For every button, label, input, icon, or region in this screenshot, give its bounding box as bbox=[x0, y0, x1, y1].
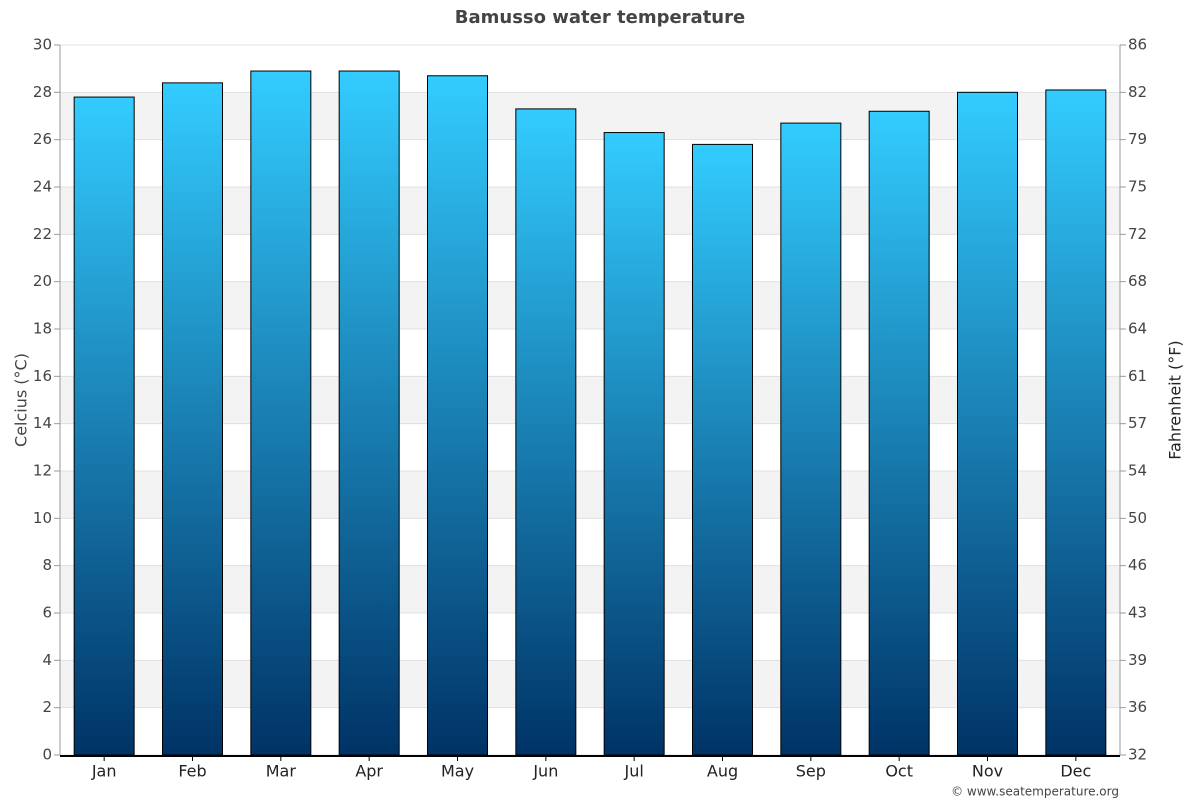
bar bbox=[692, 143, 753, 756]
x-tick-label: Feb bbox=[178, 762, 206, 781]
y2-tick-label: 54 bbox=[1128, 462, 1147, 480]
y2-tick-label: 75 bbox=[1128, 178, 1147, 196]
y2-tick-label: 39 bbox=[1128, 651, 1147, 669]
y-tick-label: 16 bbox=[33, 367, 52, 385]
y2-tick-label: 57 bbox=[1128, 414, 1147, 432]
y2-axis-label: Fahrenheit (°F) bbox=[1166, 340, 1185, 459]
y-axis-label: Celcius (°C) bbox=[12, 353, 31, 447]
grid-band bbox=[60, 187, 1120, 235]
x-tick-label: Apr bbox=[355, 762, 383, 781]
credit: © www.seatemperature.org bbox=[951, 785, 1119, 799]
y2-tick-label: 82 bbox=[1128, 83, 1147, 101]
x-tick-label: Dec bbox=[1060, 762, 1091, 781]
x-tick-label: Mar bbox=[266, 762, 297, 781]
y-tick-label: 24 bbox=[33, 178, 52, 196]
y-tick-label: 12 bbox=[33, 462, 52, 480]
y-tick-label: 6 bbox=[42, 604, 52, 622]
x-tick-label: Oct bbox=[885, 762, 913, 781]
bar bbox=[957, 91, 1018, 756]
y-tick-label: 26 bbox=[33, 130, 52, 148]
y-tick-label: 22 bbox=[33, 225, 52, 243]
y2-tick-label: 61 bbox=[1128, 367, 1147, 385]
bar bbox=[73, 96, 135, 756]
grid-band bbox=[60, 471, 1120, 519]
x-tick-label: Sep bbox=[796, 762, 826, 781]
grid-band bbox=[60, 92, 1120, 140]
y-tick-label: 30 bbox=[33, 36, 52, 54]
x-tick-label: Jun bbox=[532, 762, 558, 781]
y-tick-label: 18 bbox=[33, 320, 52, 338]
bar bbox=[515, 108, 577, 756]
y2-tick-label: 32 bbox=[1128, 746, 1147, 764]
bar bbox=[1045, 89, 1107, 756]
y-tick-label: 28 bbox=[33, 83, 52, 101]
grid-band bbox=[60, 565, 1120, 613]
bar bbox=[250, 70, 312, 756]
y2-tick-label: 36 bbox=[1128, 698, 1147, 716]
y2-tick-label: 64 bbox=[1128, 320, 1147, 338]
bar bbox=[780, 122, 842, 756]
bar bbox=[338, 70, 400, 756]
y2-tick-label: 79 bbox=[1128, 130, 1147, 148]
x-tick-label: Jul bbox=[624, 762, 644, 781]
grid-band bbox=[60, 281, 1120, 329]
grid-band bbox=[60, 660, 1120, 708]
y2-tick-label: 68 bbox=[1128, 272, 1147, 290]
chart-title: Bamusso water temperature bbox=[455, 7, 745, 28]
y2-tick-label: 50 bbox=[1128, 509, 1147, 527]
y-tick-label: 2 bbox=[42, 698, 52, 716]
bar bbox=[427, 75, 488, 756]
x-tick-label: Nov bbox=[972, 762, 1003, 781]
y-tick-label: 4 bbox=[42, 651, 52, 669]
x-tick-label: Jan bbox=[91, 762, 117, 781]
y2-tick-label: 86 bbox=[1128, 36, 1147, 54]
grid-band bbox=[60, 376, 1120, 424]
y2-tick-label: 43 bbox=[1128, 604, 1147, 622]
x-tick-label: Aug bbox=[707, 762, 738, 781]
bar bbox=[162, 82, 223, 756]
y-tick-label: 20 bbox=[33, 272, 52, 290]
y-tick-label: 10 bbox=[33, 509, 52, 527]
y-tick-label: 14 bbox=[33, 414, 52, 432]
bar bbox=[868, 110, 930, 756]
y-tick-label: 8 bbox=[42, 556, 52, 574]
bar bbox=[603, 132, 665, 756]
y2-tick-label: 46 bbox=[1128, 556, 1147, 574]
x-tick-label: May bbox=[441, 762, 474, 781]
y-tick-label: 0 bbox=[42, 746, 52, 764]
y2-tick-label: 72 bbox=[1128, 225, 1147, 243]
